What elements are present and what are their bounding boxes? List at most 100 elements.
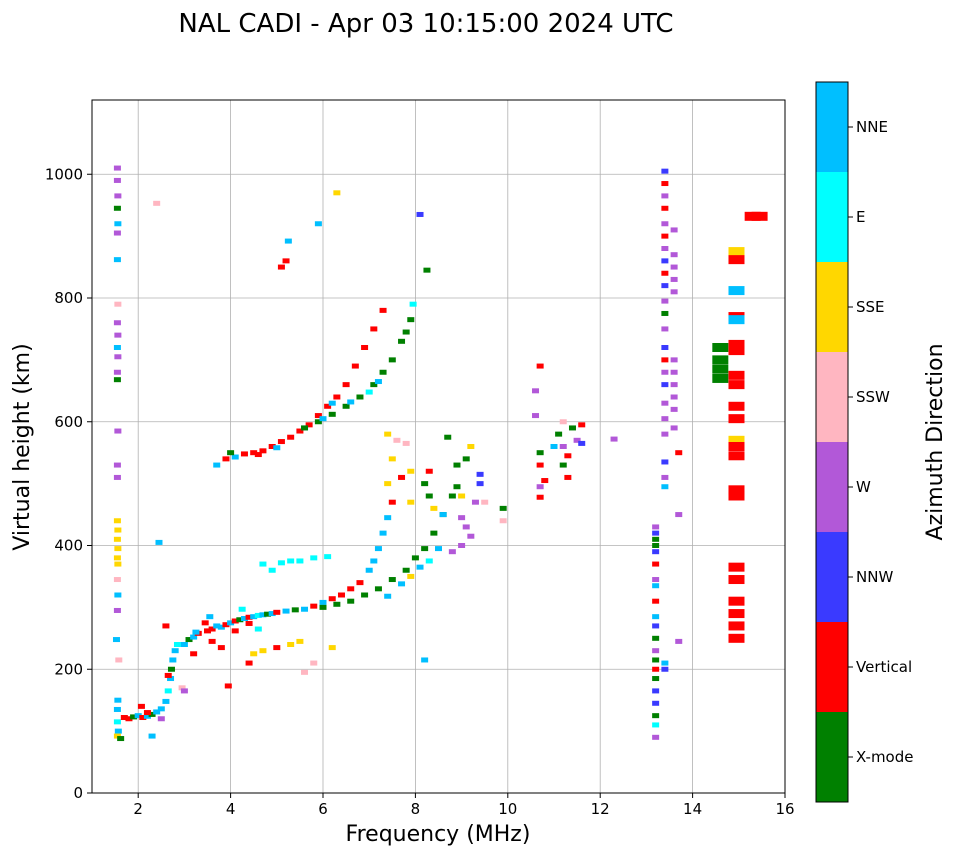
data-point-column_13_2 [652, 524, 660, 530]
data-point-column_13_4 [675, 450, 683, 456]
data-point-scatter_mid [282, 258, 290, 264]
data-point-f1_trace [204, 628, 211, 634]
data-point-low_freq_column [113, 345, 121, 350]
data-point-f2_xmode_trace [374, 379, 382, 385]
data-point-f1_xmode_trace [430, 530, 438, 536]
y-tick-label: 800 [54, 289, 83, 307]
data-point-f1_trace [217, 645, 225, 651]
data-point-f1_trace [384, 515, 392, 521]
data-point-scatter_mid [324, 554, 332, 560]
data-point-low_freq_column [114, 354, 122, 360]
data-point-column_15 [728, 339, 745, 349]
data-point-f2_trace [254, 452, 262, 458]
data-point-column_13_4 [670, 227, 678, 233]
data-point-f1_trace [231, 628, 239, 634]
data-point-f2_trace [314, 413, 322, 419]
data-point-scatter_mid [423, 267, 431, 273]
data-point-column_13_2 [652, 536, 660, 542]
data-point-f2_trace [222, 456, 230, 462]
data-point-f1_trace [231, 618, 239, 624]
data-point-column_13_4 [661, 310, 669, 316]
data-point-e_layer_trace [167, 666, 175, 672]
data-point-column_13_4 [661, 181, 669, 187]
data-point-column_13_4 [661, 459, 669, 465]
data-point-multihop_scatter [453, 484, 461, 490]
data-point-column_13_4 [670, 289, 678, 295]
data-point-multihop_scatter [499, 505, 507, 511]
data-point-column_13_2 [652, 676, 660, 682]
data-point-column_13_4 [661, 416, 669, 422]
data-point-f2_trace [328, 400, 336, 406]
colorbar-swatch [816, 262, 848, 352]
data-point-high_freq_scatter [555, 431, 563, 437]
data-point-multihop_scatter [398, 474, 406, 480]
data-point-column_13_4 [661, 345, 669, 350]
data-point-f1_xmode_trace [411, 555, 419, 561]
data-point-f1_trace [201, 620, 209, 626]
data-point-column_15 [728, 401, 745, 411]
data-point-e_layer_trace [148, 733, 156, 739]
data-point-low_freq_column [113, 205, 121, 211]
data-point-column_13_2 [652, 623, 660, 629]
data-point-column_13_4 [661, 484, 669, 490]
data-point-f1_trace [185, 637, 193, 643]
data-point-scatter_mid [250, 651, 258, 657]
data-point-column_13_2 [652, 543, 660, 548]
data-point-f1_trace [347, 586, 355, 592]
y-tick-label: 1000 [45, 165, 83, 183]
colorbar-label: Azimuth Direction [923, 343, 948, 540]
x-tick-label: 2 [133, 800, 143, 818]
data-point-e_layer_trace [120, 715, 128, 721]
data-point-f2_xmode_trace [402, 329, 410, 335]
data-point-e_layer_trace [130, 714, 138, 720]
data-point-f2_xmode_trace [356, 394, 364, 400]
data-point-column_13_4 [661, 270, 669, 276]
data-point-e_layer_trace [148, 711, 156, 717]
data-point-column_15 [728, 633, 745, 643]
data-point-multihop_scatter [476, 471, 484, 477]
data-point-column_13_4 [661, 221, 669, 227]
data-point-f1_trace [273, 609, 281, 615]
grid-lines [92, 100, 786, 794]
data-point-column_13_4 [661, 193, 669, 199]
data-point-column_13_4 [661, 258, 669, 264]
data-point-f1_trace [217, 624, 225, 630]
data-point-e_layer_trace [180, 688, 188, 694]
data-point-high_freq_scatter [536, 462, 544, 468]
data-point-column_13_2 [652, 561, 660, 567]
x-tick-label: 6 [318, 800, 328, 818]
data-point-scatter_mid [296, 558, 304, 564]
data-point-f1_trace [356, 580, 364, 586]
data-point-column_13_4 [661, 298, 669, 304]
data-point-column_13_2 [652, 734, 660, 740]
x-tick-label: 12 [591, 800, 610, 818]
data-point-f1_trace [282, 608, 290, 614]
data-point-column_13_4 [670, 406, 678, 412]
x-tick-label: 16 [775, 800, 794, 818]
data-point-f1_trace [208, 626, 216, 632]
data-point-f2_trace [351, 363, 359, 369]
data-point-column_13_4 [670, 264, 678, 270]
data-point-f1_xmode_trace [398, 581, 406, 587]
data-point-high_freq_scatter [532, 388, 540, 394]
data-point-multihop_scatter [425, 468, 433, 474]
data-point-column_15 [751, 211, 768, 221]
data-point-f1_trace [250, 614, 258, 620]
data-point-column_13_2 [652, 549, 660, 555]
data-point-f1_xmode_trace [448, 493, 456, 499]
data-point-multihop_scatter [499, 518, 507, 524]
data-point-f1_xmode_trace [407, 573, 415, 579]
data-point-multihop_scatter [407, 468, 415, 474]
data-point-f2_trace [370, 326, 378, 332]
data-point-scatter_mid [284, 238, 292, 244]
data-point-f2_xmode_trace [365, 389, 373, 395]
data-point-scatter_mid [314, 221, 322, 227]
data-point-low_freq_column [113, 706, 121, 712]
colorbar-swatch [816, 532, 848, 622]
data-point-high_freq_scatter [564, 453, 572, 459]
data-point-e_layer_trace [173, 642, 181, 647]
data-point-f2_xmode_trace [407, 317, 415, 323]
data-point-low_freq_column [115, 657, 123, 663]
data-point-high_freq_scatter [541, 478, 549, 484]
data-point-f1_trace [190, 634, 198, 640]
